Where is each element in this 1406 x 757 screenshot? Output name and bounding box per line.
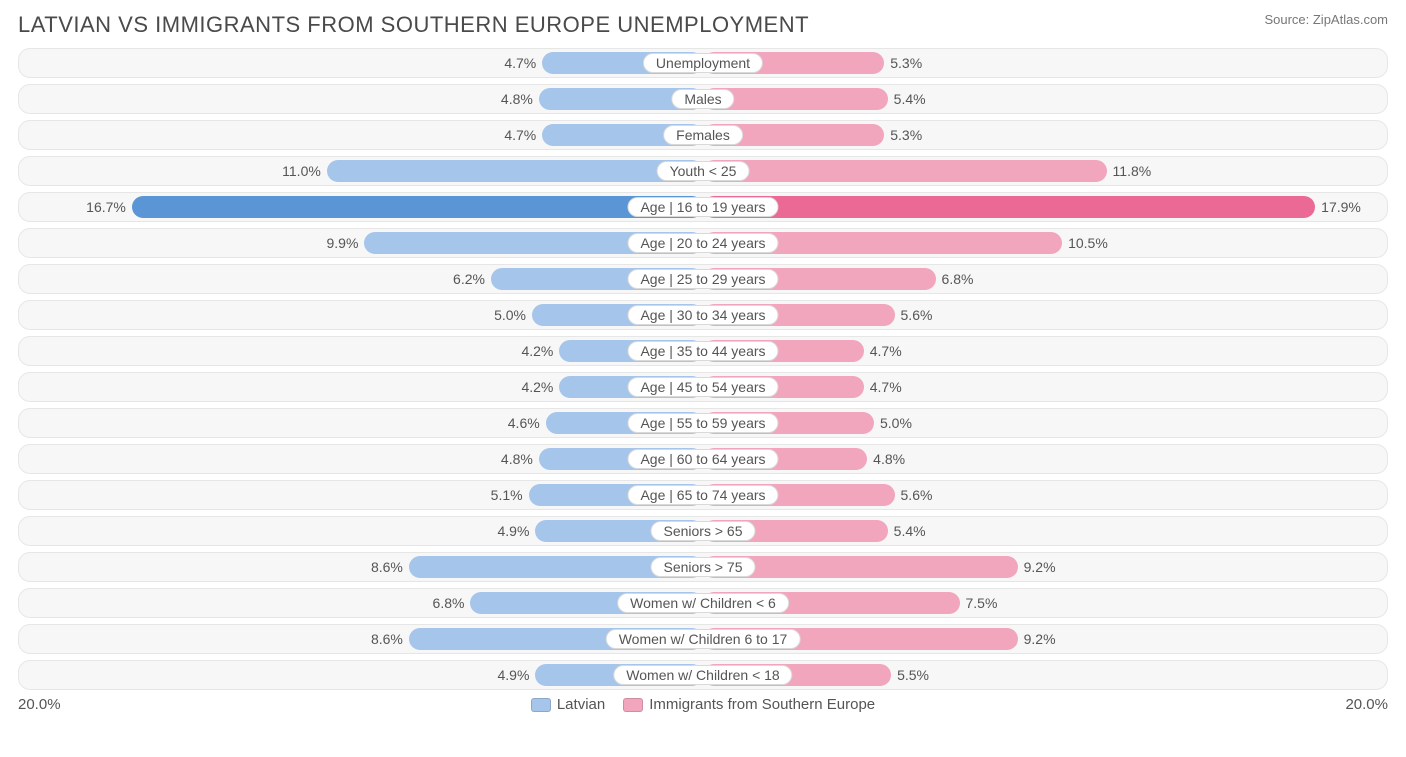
bar-left xyxy=(132,196,703,218)
value-left: 4.8% xyxy=(495,88,539,110)
category-label: Youth < 25 xyxy=(657,161,750,181)
chart-row: 5.0% 5.6% Age | 30 to 34 years xyxy=(18,300,1388,330)
category-label: Age | 25 to 29 years xyxy=(627,269,778,289)
legend: Latvian Immigrants from Southern Europe xyxy=(531,696,875,713)
value-right: 4.7% xyxy=(864,376,908,398)
value-right: 5.5% xyxy=(891,664,935,686)
legend-item-left: Latvian xyxy=(531,696,605,713)
category-label: Women w/ Children < 18 xyxy=(613,665,792,685)
value-left: 6.2% xyxy=(447,268,491,290)
value-left: 4.7% xyxy=(498,52,542,74)
chart-row: 8.6% 9.2% Women w/ Children 6 to 17 xyxy=(18,624,1388,654)
page-title: LATVIAN VS IMMIGRANTS FROM SOUTHERN EURO… xyxy=(18,12,809,38)
category-label: Males xyxy=(671,89,734,109)
value-left: 4.7% xyxy=(498,124,542,146)
axis-max-left: 20.0% xyxy=(18,696,61,713)
legend-swatch-left xyxy=(531,698,551,712)
category-label: Females xyxy=(663,125,743,145)
value-right: 5.6% xyxy=(895,484,939,506)
value-left: 4.6% xyxy=(502,412,546,434)
value-right: 7.5% xyxy=(960,592,1004,614)
value-right: 4.7% xyxy=(864,340,908,362)
chart-row: 16.7% 17.9% Age | 16 to 19 years xyxy=(18,192,1388,222)
value-right: 5.3% xyxy=(884,52,928,74)
value-left: 4.9% xyxy=(492,520,536,542)
value-left: 8.6% xyxy=(365,556,409,578)
legend-label-left: Latvian xyxy=(557,696,605,713)
value-right: 6.8% xyxy=(936,268,980,290)
value-left: 11.0% xyxy=(276,160,327,182)
category-label: Age | 45 to 54 years xyxy=(627,377,778,397)
legend-item-right: Immigrants from Southern Europe xyxy=(623,696,875,713)
bar-left xyxy=(327,160,703,182)
value-right: 10.5% xyxy=(1062,232,1114,254)
value-left: 9.9% xyxy=(321,232,365,254)
category-label: Age | 60 to 64 years xyxy=(627,449,778,469)
chart-row: 11.0% 11.8% Youth < 25 xyxy=(18,156,1388,186)
chart-row: 4.9% 5.5% Women w/ Children < 18 xyxy=(18,660,1388,690)
legend-label-right: Immigrants from Southern Europe xyxy=(649,696,875,713)
value-left: 5.1% xyxy=(485,484,529,506)
category-label: Women w/ Children < 6 xyxy=(617,593,789,613)
category-label: Age | 16 to 19 years xyxy=(627,197,778,217)
value-left: 4.2% xyxy=(515,340,559,362)
legend-swatch-right xyxy=(623,698,643,712)
value-right: 9.2% xyxy=(1018,556,1062,578)
value-left: 8.6% xyxy=(365,628,409,650)
chart-row: 4.8% 5.4% Males xyxy=(18,84,1388,114)
category-label: Women w/ Children 6 to 17 xyxy=(606,629,801,649)
chart-row: 6.2% 6.8% Age | 25 to 29 years xyxy=(18,264,1388,294)
value-right: 11.8% xyxy=(1107,160,1158,182)
category-label: Age | 55 to 59 years xyxy=(627,413,778,433)
category-label: Age | 20 to 24 years xyxy=(627,233,778,253)
value-right: 5.3% xyxy=(884,124,928,146)
category-label: Age | 65 to 74 years xyxy=(627,485,778,505)
value-left: 5.0% xyxy=(488,304,532,326)
chart-row: 4.7% 5.3% Unemployment xyxy=(18,48,1388,78)
value-right: 5.0% xyxy=(874,412,918,434)
chart-row: 4.9% 5.4% Seniors > 65 xyxy=(18,516,1388,546)
bar-right xyxy=(703,196,1315,218)
value-right: 4.8% xyxy=(867,448,911,470)
value-left: 16.7% xyxy=(80,196,132,218)
value-left: 4.9% xyxy=(492,664,536,686)
chart-row: 9.9% 10.5% Age | 20 to 24 years xyxy=(18,228,1388,258)
category-label: Age | 35 to 44 years xyxy=(627,341,778,361)
category-label: Unemployment xyxy=(643,53,763,73)
axis-max-right: 20.0% xyxy=(1345,696,1388,713)
chart-row: 4.2% 4.7% Age | 35 to 44 years xyxy=(18,336,1388,366)
value-right: 5.6% xyxy=(895,304,939,326)
category-label: Seniors > 65 xyxy=(651,521,756,541)
bar-right xyxy=(703,160,1107,182)
chart-row: 4.2% 4.7% Age | 45 to 54 years xyxy=(18,372,1388,402)
value-left: 6.8% xyxy=(427,592,471,614)
chart-row: 6.8% 7.5% Women w/ Children < 6 xyxy=(18,588,1388,618)
chart-row: 4.8% 4.8% Age | 60 to 64 years xyxy=(18,444,1388,474)
category-label: Age | 30 to 34 years xyxy=(627,305,778,325)
value-left: 4.2% xyxy=(515,376,559,398)
chart-row: 4.7% 5.3% Females xyxy=(18,120,1388,150)
category-label: Seniors > 75 xyxy=(651,557,756,577)
chart-row: 8.6% 9.2% Seniors > 75 xyxy=(18,552,1388,582)
value-right: 9.2% xyxy=(1018,628,1062,650)
value-right: 5.4% xyxy=(888,520,932,542)
chart-row: 4.6% 5.0% Age | 55 to 59 years xyxy=(18,408,1388,438)
value-right: 17.9% xyxy=(1315,196,1367,218)
value-right: 5.4% xyxy=(888,88,932,110)
value-left: 4.8% xyxy=(495,448,539,470)
source-attribution: Source: ZipAtlas.com xyxy=(1264,12,1388,27)
diverging-bar-chart: 4.7% 5.3% Unemployment 4.8% 5.4% Males 4.7% 5.3… xyxy=(18,48,1388,690)
chart-row: 5.1% 5.6% Age | 65 to 74 years xyxy=(18,480,1388,510)
